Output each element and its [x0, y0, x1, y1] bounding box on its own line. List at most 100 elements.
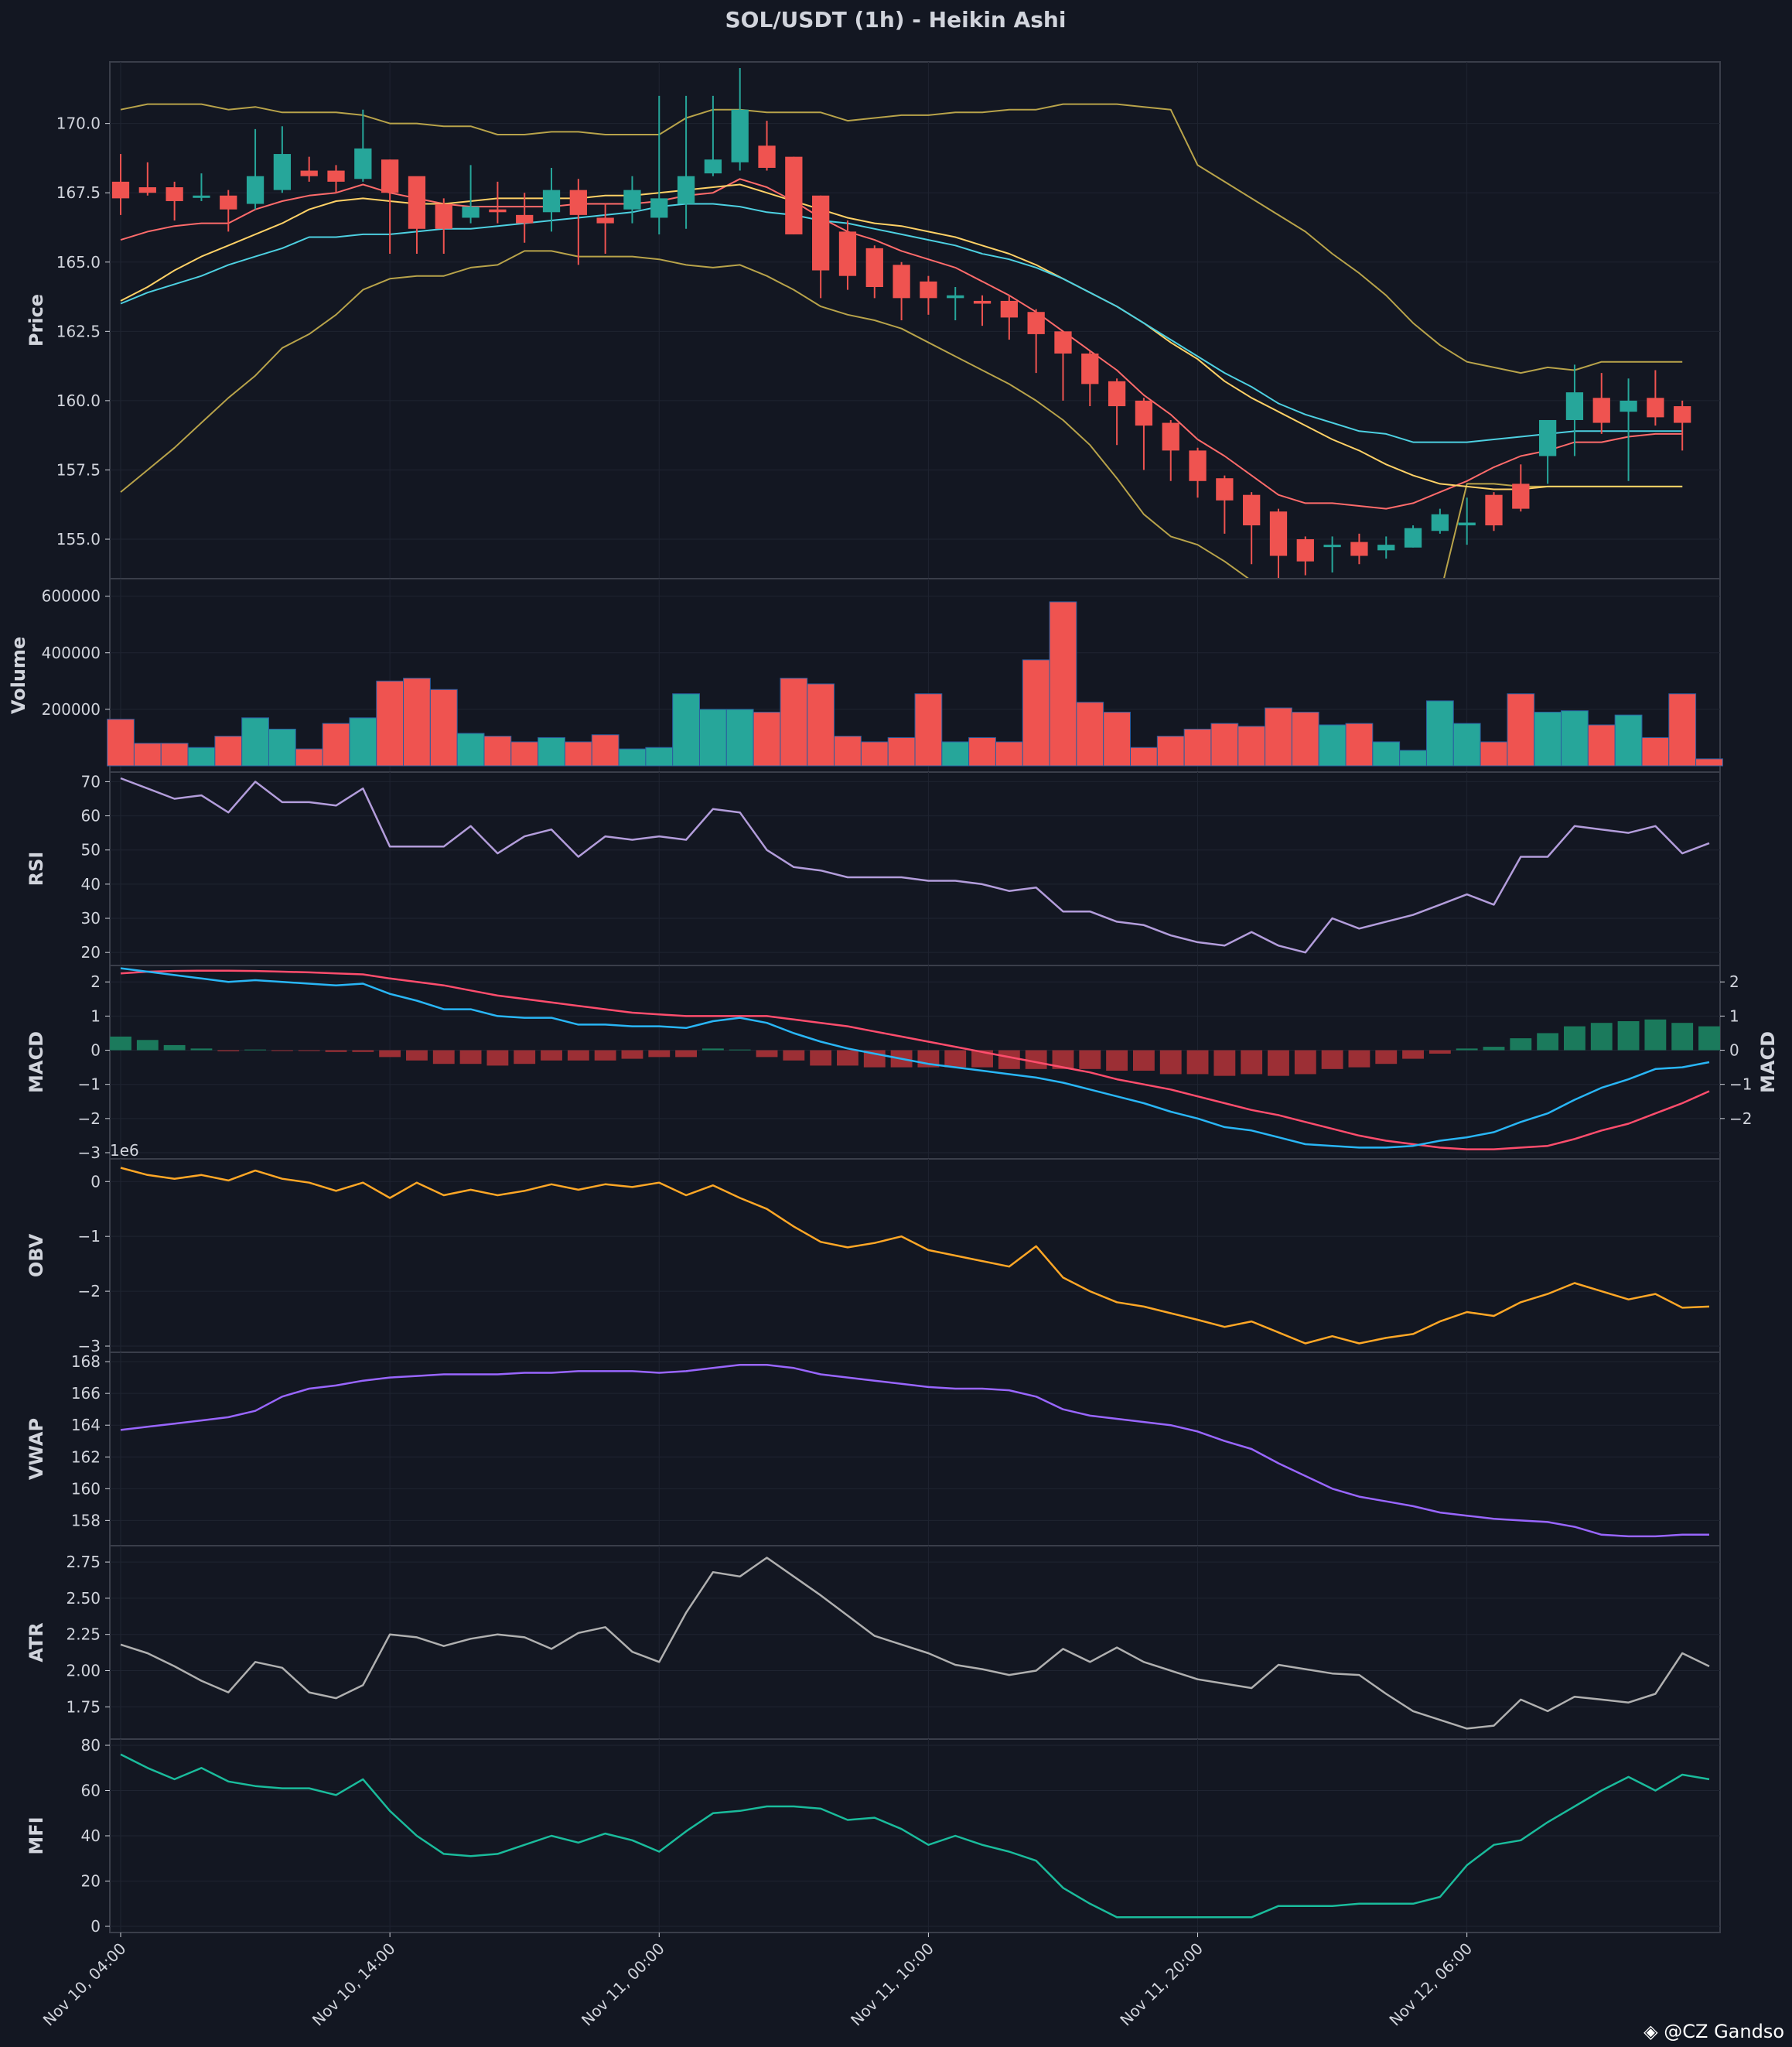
y-tick-label-right: 1: [1729, 1006, 1739, 1025]
candle-body: [865, 248, 883, 288]
panel-rsi: 20 30 40 50 60 70 RSI: [26, 771, 1721, 966]
candle-body: [138, 187, 156, 193]
candle-body: [569, 190, 587, 215]
panel-atr: 1.75 2.00 2.25 2.50 2.75 ATR: [26, 1545, 1721, 1740]
candle-body: [381, 159, 399, 193]
obv-line: [120, 1167, 1710, 1345]
y-tick-label: 160.0: [56, 391, 101, 410]
macd-histogram-bar: [379, 1050, 401, 1058]
macd-histogram-bar: [729, 1049, 751, 1051]
macd-histogram-bar: [944, 1050, 967, 1068]
macd-histogram-bar: [783, 1050, 805, 1061]
y-tick-label: 400000: [42, 644, 101, 662]
candle-body: [785, 156, 803, 234]
volume-bar: [295, 748, 323, 767]
x-tick-label: Nov 11, 10:00: [847, 1939, 937, 2030]
rsi-line: [120, 777, 1710, 954]
volume-bar: [1265, 707, 1292, 767]
volume-bar: [698, 709, 727, 767]
y-tick-label: 0: [90, 1172, 101, 1191]
overlay-bb-upper: [120, 103, 1683, 374]
panel-frame: [109, 771, 1721, 966]
macd-histogram-bar: [1106, 1050, 1128, 1071]
candle-body: [596, 217, 614, 224]
candle-body: [220, 195, 237, 210]
macd-histogram-bar: [1644, 1019, 1667, 1051]
volume-bar: [887, 736, 916, 767]
y-axis-label: OBV: [26, 1233, 47, 1277]
macd-histogram-bar: [190, 1048, 213, 1051]
y-tick-label: 162.5: [56, 322, 101, 340]
y-tick-label-right: −1: [1729, 1075, 1752, 1094]
candle-body: [838, 231, 857, 276]
volume-bar: [1480, 741, 1508, 767]
y-tick-label: 0: [90, 1917, 101, 1936]
candle-body: [812, 195, 830, 271]
volume-bar: [1561, 710, 1589, 767]
macd-histogram-bar: [1321, 1050, 1343, 1069]
macd-histogram-bar: [1617, 1021, 1640, 1051]
volume-bar: [1425, 700, 1454, 767]
macd-histogram-bar: [1268, 1050, 1289, 1076]
volume-bar: [564, 741, 592, 767]
x-tick-label: Nov 11, 20:00: [1116, 1939, 1207, 2030]
overlay-ema-fast: [120, 178, 1683, 510]
y-tick-label: 50: [81, 841, 101, 859]
macd-histogram-bar: [459, 1050, 482, 1065]
macd-histogram-bar: [1348, 1050, 1370, 1068]
candle-body: [1296, 539, 1314, 562]
volume-bar: [1399, 750, 1427, 767]
y-tick-label: 158: [71, 1511, 101, 1529]
volume-bar: [510, 741, 539, 767]
y-tick-label: 70: [81, 772, 101, 791]
panel-mfi: 0 20 40 60 80 MFI: [26, 1736, 1721, 1936]
candle-body: [1000, 300, 1018, 318]
candle-body: [758, 145, 776, 168]
y-tick-label-right: 2: [1729, 972, 1739, 991]
volume-bar: [1291, 712, 1319, 767]
y-tick-label: −2: [78, 1109, 101, 1128]
candle-body: [1027, 312, 1045, 334]
y-tick-label: 2: [90, 972, 101, 991]
volume-bar: [753, 712, 781, 767]
volume-bar: [995, 741, 1023, 767]
vwap-line: [120, 1363, 1709, 1538]
candle-body: [1512, 484, 1530, 509]
panel-price: 155.0 157.5 160.0 162.5 165.0 167.5 170.0 Price: [26, 61, 1721, 579]
macd-histogram-bar: [810, 1050, 832, 1066]
macd-histogram-bar: [325, 1050, 347, 1052]
y-tick-label: 0: [90, 1041, 101, 1060]
candle-body: [1323, 545, 1341, 548]
candle-body: [1647, 398, 1664, 418]
macd-signal-line: [120, 969, 1710, 1150]
y-tick-label: 168: [71, 1352, 101, 1371]
y-axis-label-right: MACD: [1757, 1031, 1779, 1093]
macd-histogram-bar: [1402, 1050, 1424, 1059]
macd-histogram-bar: [1159, 1050, 1182, 1075]
candle-body: [300, 170, 318, 176]
candle-body: [1431, 514, 1449, 531]
candle-body: [1243, 494, 1261, 526]
candle-body: [462, 207, 480, 218]
macd-histogram-bar: [1564, 1026, 1585, 1051]
macd-histogram-bar: [432, 1050, 455, 1065]
macd-histogram-bar: [1213, 1050, 1236, 1076]
y-axis-label: Volume: [8, 637, 29, 714]
volume-bar: [1587, 724, 1616, 767]
y-tick-label: 162: [71, 1447, 101, 1466]
candle-body: [542, 190, 561, 213]
candle-body: [489, 209, 507, 213]
y-tick-label: −3: [78, 1143, 101, 1162]
volume-bar: [780, 678, 808, 767]
macd-histogram-bar: [675, 1050, 698, 1058]
y-tick-label: 30: [81, 909, 101, 928]
candle-body: [1377, 545, 1395, 551]
volume-bar: [941, 741, 970, 767]
volume-bar: [268, 728, 296, 767]
overlay-bb-lower: [120, 250, 1683, 579]
y-tick-label: 157.5: [56, 460, 101, 479]
macd-histogram-bar: [1428, 1050, 1451, 1054]
macd-histogram-bar: [1375, 1050, 1398, 1065]
candle-body: [893, 265, 910, 299]
watermark-text: @CZ Gandso: [1664, 2021, 1784, 2042]
